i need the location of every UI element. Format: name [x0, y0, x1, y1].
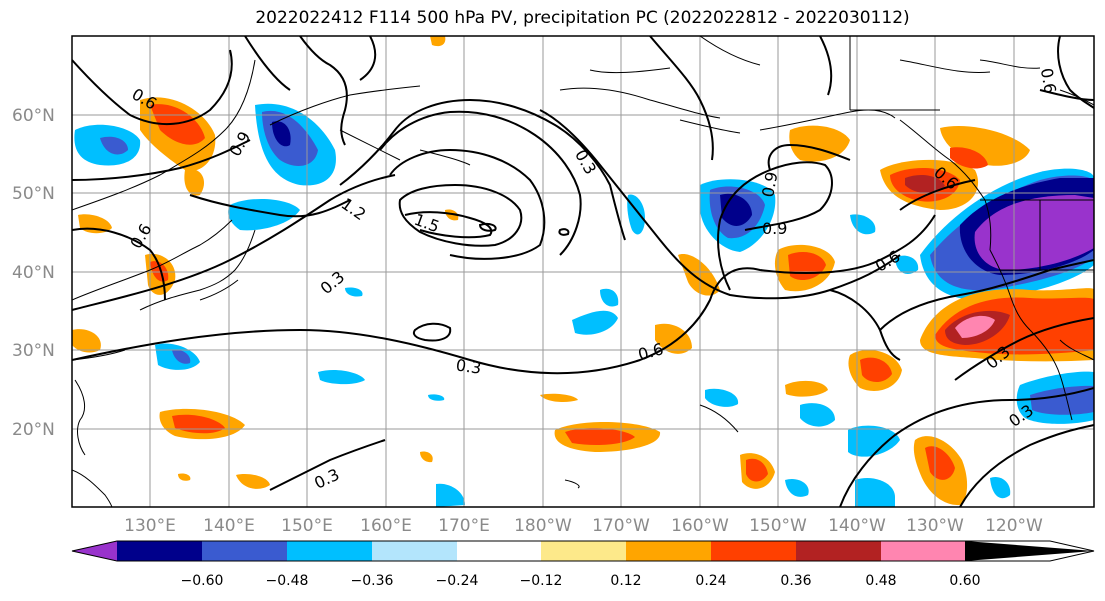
- colorbar-tick-label: 0.12: [610, 573, 641, 589]
- contour-label: 0.6: [1037, 67, 1060, 95]
- lon-label: 130°W: [906, 516, 964, 536]
- colorbar-segment: [117, 541, 202, 561]
- colorbar-segment: [372, 541, 457, 561]
- colorbar-segment: [796, 541, 881, 561]
- lat-label: 20°N: [12, 420, 55, 440]
- colorbar-tick-label: −0.24: [436, 573, 479, 589]
- precip-anomaly-shading: [72, 36, 1094, 507]
- colorbar-segment: [881, 541, 965, 561]
- lon-label: 120°W: [985, 516, 1043, 536]
- colorbar-tick-label: −0.48: [266, 573, 309, 589]
- lon-label: 170°E: [438, 516, 490, 536]
- map-gridlines: [72, 36, 1094, 507]
- lat-label: 60°N: [12, 106, 55, 126]
- colorbar-tick-label: 0.48: [865, 573, 896, 589]
- lon-label: 150°E: [281, 516, 333, 536]
- colorbar-segment: [287, 541, 372, 561]
- colorbar-tick-label: −0.60: [181, 573, 224, 589]
- lat-label: 40°N: [12, 263, 55, 283]
- colorbar-segment: [541, 541, 626, 561]
- lon-label: 130°E: [124, 516, 176, 536]
- colorbar-segment: [202, 541, 287, 561]
- colorbar-tick-label: 0.36: [780, 573, 811, 589]
- lon-label: 140°E: [203, 516, 255, 536]
- colorbar-segment: [457, 541, 541, 561]
- contour-label: 0.9: [758, 170, 781, 198]
- lon-label: 150°W: [749, 516, 807, 536]
- longitude-labels: 130°E 140°E 150°E 160°E 170°E 180°W 170°…: [124, 516, 1043, 536]
- contour-label: 0.9: [762, 219, 787, 238]
- colorbar-segment: [626, 541, 711, 561]
- colorbar-tick-label: 0.24: [695, 573, 726, 589]
- colorbar-tick-label: −0.36: [351, 573, 394, 589]
- figure-title: 2022022412 F114 500 hPa PV, precipitatio…: [255, 8, 910, 28]
- colorbar-tick-label: 0.60: [949, 573, 980, 589]
- lon-label: 140°W: [828, 516, 886, 536]
- lon-label: 160°W: [671, 516, 729, 536]
- colorbar-segment: [965, 541, 1094, 561]
- latitude-labels: 60°N 50°N 40°N 30°N 20°N: [12, 106, 55, 440]
- coastlines: [72, 36, 1094, 507]
- pv-contours: [72, 36, 1094, 507]
- lat-label: 50°N: [12, 184, 55, 204]
- colorbar-segment: [72, 541, 117, 561]
- lon-label: 180°W: [514, 516, 572, 536]
- colorbar-segment: [711, 541, 796, 561]
- colorbar: [71, 540, 1095, 562]
- map-content: 0.6 0.9 1.2 1.5 0.3 0.9 0.6 0.9 0.6 0.3 …: [72, 36, 1094, 507]
- contour-label: 0.3: [455, 355, 483, 377]
- lat-label: 30°N: [12, 341, 55, 361]
- lon-label: 160°E: [360, 516, 412, 536]
- colorbar-tick-label: −0.12: [520, 573, 563, 589]
- colorbar-ticks: −0.60 −0.48 −0.36 −0.24 −0.12 0.12 0.24 …: [181, 573, 981, 589]
- map-frame: [71, 35, 1095, 508]
- lon-label: 170°W: [592, 516, 650, 536]
